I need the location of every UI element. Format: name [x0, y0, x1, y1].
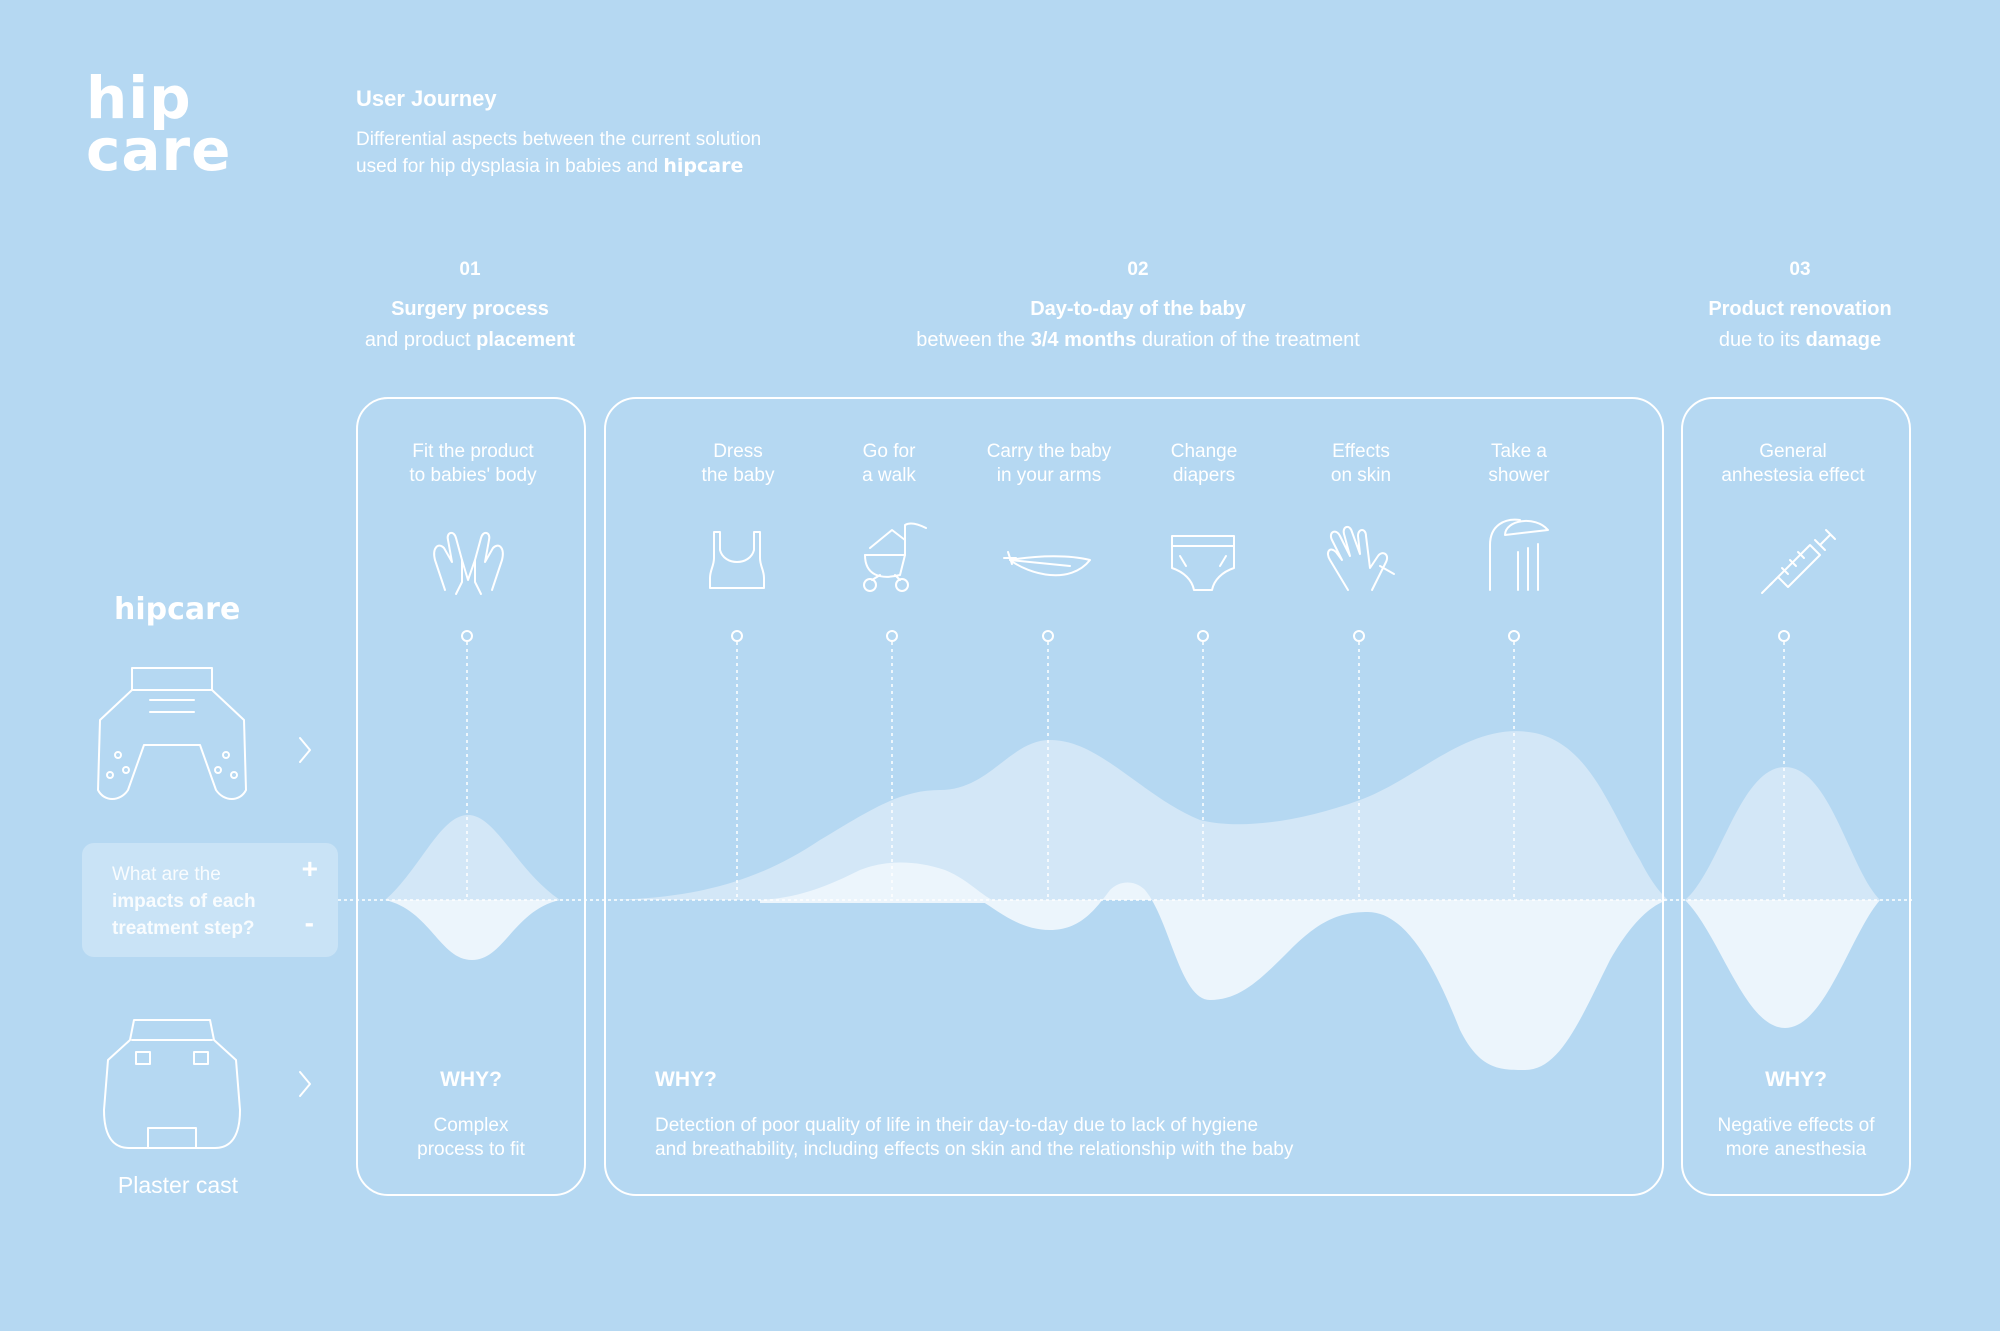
step-label-line1: General: [1759, 441, 1827, 462]
phase-02-number: 02: [1127, 259, 1149, 280]
hipcare-arrow-icon: [299, 737, 311, 763]
hipcare-wave-phase2: [610, 731, 1668, 900]
step-label-line1: Carry the baby: [986, 441, 1112, 462]
step-label-line2: anhestesia effect: [1721, 465, 1865, 486]
phase-01-header: 01 Surgery process and product placement: [320, 254, 620, 356]
step-label-line2: shower: [1488, 465, 1550, 486]
plaster-wave-phase2-positive: [760, 862, 1000, 903]
impact-line-2: impacts of each: [112, 891, 256, 912]
phase-03-number: 03: [1789, 259, 1811, 280]
step-label-line1: Dress: [713, 441, 763, 462]
phase-03-box: [1681, 397, 1911, 1196]
tank-top-icon: [709, 531, 765, 589]
hipcare-wave-phase1: [385, 815, 560, 900]
hipcare-logo: hip care: [86, 64, 232, 184]
phase-03-header: 03 Product renovation due to its damage: [1650, 254, 1950, 356]
step-carry-baby: Carry the baby in your arms: [964, 440, 1134, 488]
hipcare-wave-phase3: [1685, 767, 1880, 900]
step-label-line2: in your arms: [996, 465, 1102, 486]
phase-01-subtitle: and product placement: [364, 329, 576, 351]
step-change-diapers: Change diapers: [1119, 440, 1289, 488]
plaster-wave-phase2: [610, 882, 1668, 1070]
plaster-cast-icon: [103, 1019, 241, 1149]
step-label-line2: a walk: [862, 465, 916, 486]
step-label-line1: Effects: [1332, 441, 1390, 462]
step-anesthesia: General anhestesia effect: [1708, 440, 1878, 488]
logo-top-text: hip: [86, 64, 192, 132]
step-label-line1: Take a: [1491, 441, 1547, 462]
phase-02-box: [604, 397, 1664, 1196]
step-label-line1: Go for: [862, 441, 916, 462]
why-title-phase-03: WHY?: [1765, 1068, 1827, 1091]
diaper-icon: [1171, 535, 1235, 591]
description-line-2: used for hip dysplasia in babies and: [356, 156, 659, 177]
impact-line-3: treatment step?: [112, 918, 255, 939]
impact-legend: What are the impacts of each treatment s…: [82, 843, 338, 957]
hipcare-product-icon: [97, 667, 247, 800]
skin-hand-icon: [1326, 526, 1395, 591]
description-line-1: Differential aspects between the current…: [356, 129, 762, 150]
phase-01-title: Surgery process: [391, 298, 549, 320]
phase-01-box: [356, 397, 586, 1196]
phase-02-subtitle: between the 3/4 months duration of the t…: [916, 329, 1360, 351]
phase-02-header: 02 Day-to-day of the baby between the 3/…: [838, 254, 1438, 356]
step-connectors: [466, 642, 1785, 900]
why-text-phase-03: Negative effects of more anesthesia: [1717, 1115, 1875, 1160]
description-brand: hipcare: [663, 155, 744, 177]
syringe-icon: [1761, 529, 1836, 594]
page-description: Differential aspects between the current…: [356, 126, 816, 180]
step-go-for-walk: Go for a walk: [804, 440, 974, 488]
plaster-wave-phase3: [1685, 900, 1880, 1028]
impact-plus-sign: +: [301, 853, 318, 884]
step-label-line1: Fit the product: [412, 441, 534, 462]
why-text-phase-02: Detection of poor quality of life in the…: [655, 1115, 1294, 1160]
impact-line-1: What are the: [112, 864, 221, 885]
step-fit-product: Fit the product to babies' body: [388, 440, 558, 488]
why-title-phase-01: WHY?: [440, 1068, 502, 1091]
hipcare-product-label: hipcare: [114, 592, 241, 627]
why-title-phase-02: WHY?: [655, 1068, 717, 1091]
plaster-cast-label: Plaster cast: [117, 1172, 239, 1198]
step-dress-baby: Dress the baby: [653, 440, 823, 488]
step-label-line2: to babies' body: [409, 465, 537, 486]
step-label-line2: diapers: [1172, 465, 1236, 486]
step-label-line2: on skin: [1330, 465, 1392, 486]
page-title: User Journey: [356, 86, 497, 111]
plaster-wave-phase1: [385, 900, 560, 960]
impact-question: What are the impacts of each treatment s…: [112, 861, 308, 942]
step-label-line1: Change: [1170, 441, 1238, 462]
hands-icon: [433, 532, 504, 595]
step-effects-skin: Effects on skin: [1276, 440, 1446, 488]
why-text-phase-01: Complex process to fit: [417, 1115, 525, 1160]
step-take-shower: Take a shower: [1434, 440, 1604, 488]
plaster-arrow-icon: [299, 1071, 311, 1097]
phase-03-title: Product renovation: [1708, 298, 1892, 320]
stroller-icon: [863, 522, 927, 592]
phase-03-subtitle: due to its damage: [1718, 329, 1882, 351]
logo-bottom-text: care: [86, 116, 232, 184]
step-label-line2: the baby: [701, 465, 775, 486]
phase-02-title: Day-to-day of the baby: [1030, 298, 1246, 320]
step-markers: [461, 630, 1790, 642]
phase-01-number: 01: [459, 259, 481, 280]
impact-minus-sign: -: [304, 907, 314, 938]
shower-icon: [1489, 518, 1549, 591]
feather-icon: [1003, 551, 1091, 577]
